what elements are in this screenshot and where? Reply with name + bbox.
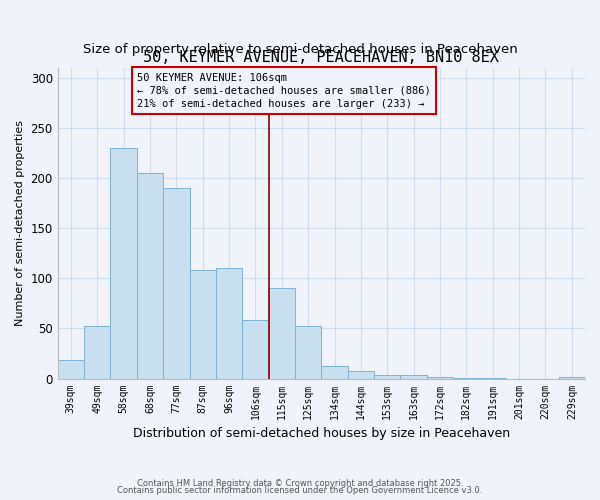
Bar: [559, 376, 585, 378]
Bar: [269, 288, 295, 378]
Text: 50 KEYMER AVENUE: 106sqm
← 78% of semi-detached houses are smaller (886)
21% of : 50 KEYMER AVENUE: 106sqm ← 78% of semi-d…: [137, 72, 431, 109]
X-axis label: Distribution of semi-detached houses by size in Peacehaven: Distribution of semi-detached houses by …: [133, 427, 510, 440]
Bar: [322, 366, 348, 378]
Text: Contains public sector information licensed under the Open Government Licence v3: Contains public sector information licen…: [118, 486, 482, 495]
Bar: [163, 188, 190, 378]
Text: Contains HM Land Registry data © Crown copyright and database right 2025.: Contains HM Land Registry data © Crown c…: [137, 478, 463, 488]
Text: Size of property relative to semi-detached houses in Peacehaven: Size of property relative to semi-detach…: [83, 42, 517, 56]
Bar: [137, 173, 163, 378]
Bar: [374, 374, 400, 378]
Bar: [348, 370, 374, 378]
Bar: [242, 320, 269, 378]
Y-axis label: Number of semi-detached properties: Number of semi-detached properties: [15, 120, 25, 326]
Bar: [400, 374, 427, 378]
Bar: [427, 376, 453, 378]
Title: 50, KEYMER AVENUE, PEACEHAVEN, BN10 8EX: 50, KEYMER AVENUE, PEACEHAVEN, BN10 8EX: [143, 50, 499, 65]
Bar: [295, 326, 322, 378]
Bar: [216, 268, 242, 378]
Bar: [84, 326, 110, 378]
Bar: [58, 360, 84, 378]
Bar: [110, 148, 137, 378]
Bar: [190, 270, 216, 378]
